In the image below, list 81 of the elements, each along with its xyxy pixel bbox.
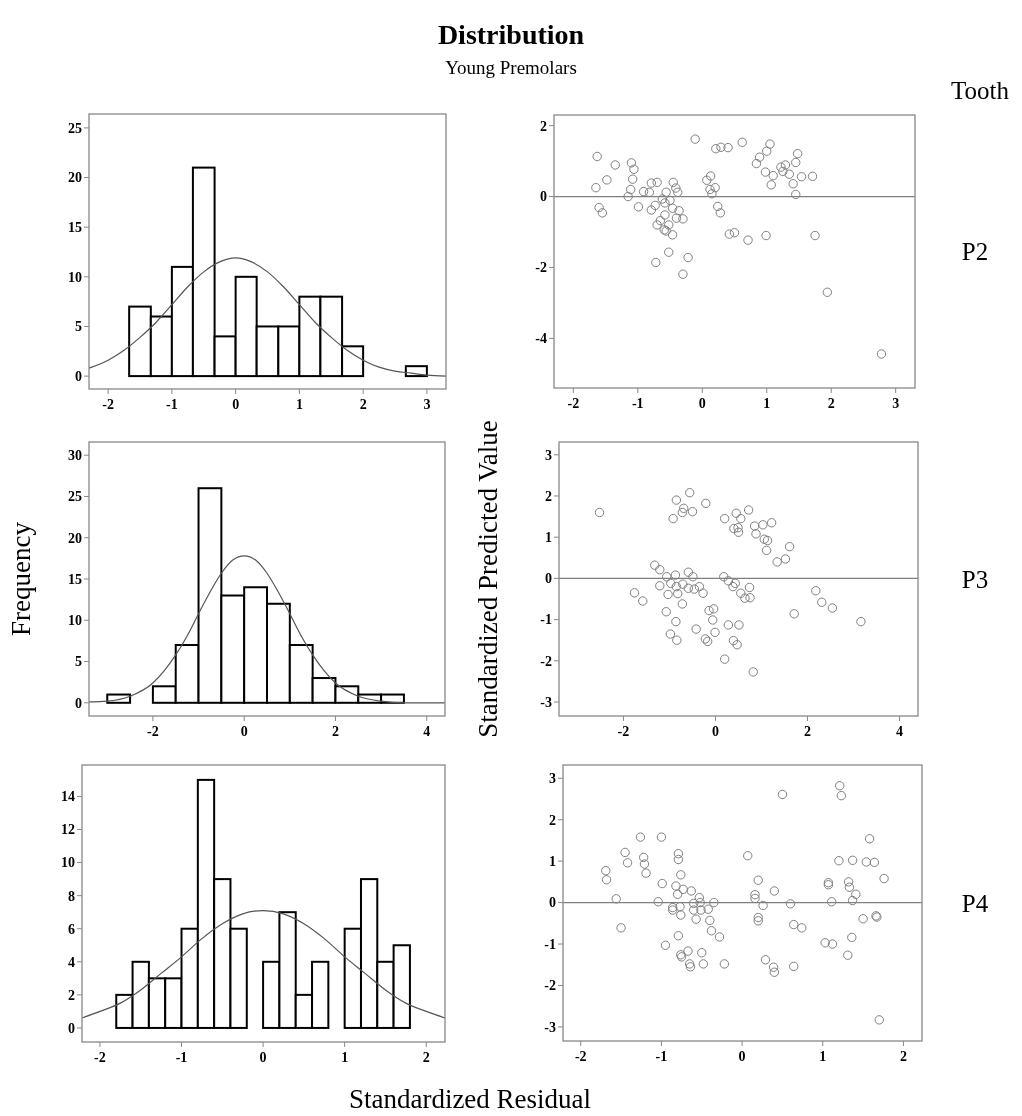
y-tick-label: 2: [68, 987, 75, 1003]
y-tick-label: 0: [75, 695, 82, 711]
x-tick-label: 2: [827, 396, 835, 411]
y-tick-label: -4: [535, 331, 547, 347]
y-tick-label: 0: [540, 189, 547, 205]
x-axis-title: Standardized Residual: [348, 1084, 592, 1114]
y-tick-label: -3: [544, 1019, 556, 1035]
x-tick-label: 1: [295, 397, 303, 412]
y-tick-label: 6: [68, 921, 75, 937]
text: Distribution: [437, 19, 585, 50]
x-tick-label: 2: [899, 1049, 907, 1064]
x-tick-label: -1: [166, 397, 178, 412]
y-tick-label: 0: [75, 368, 82, 384]
y-tick-label: -3: [540, 694, 552, 710]
x-tick-label: -2: [102, 397, 114, 412]
x-tick-label: -2: [567, 396, 580, 411]
x-tick-label: -1: [175, 1050, 188, 1065]
text: P3: [961, 565, 989, 593]
y-tick-label: 12: [61, 822, 75, 838]
y-tick-label: -2: [544, 978, 556, 994]
y-tick-label: 20: [68, 170, 82, 186]
x-tick-label: 4: [896, 724, 904, 739]
x-tick-label: -2: [617, 724, 630, 739]
x-tick-label: 1: [819, 1049, 827, 1064]
y-tick-label: 25: [68, 489, 82, 505]
x-tick-label: 4: [423, 724, 431, 739]
y-tick-label: -1: [540, 612, 552, 628]
y-tick-label: 2: [545, 488, 552, 504]
y-tick-label: -2: [535, 260, 547, 276]
y-tick-label: 3: [545, 447, 552, 463]
x-tick-label: 0: [232, 397, 240, 412]
y-tick-label: 15: [68, 571, 82, 587]
x-tick-label: 0: [698, 396, 706, 411]
x-tick-label: -1: [655, 1049, 668, 1064]
y-tick-label: 10: [61, 855, 75, 871]
y-tick-label: 2: [549, 812, 556, 828]
y-tick-label: 1: [549, 854, 556, 870]
y-tick-label: 20: [68, 530, 82, 546]
y-tick-label: 5: [75, 319, 82, 335]
y-tick-label: 8: [68, 888, 75, 904]
text: Young Premolars: [445, 57, 577, 78]
y-tick-label: 10: [68, 613, 82, 629]
y-tick-label: 14: [61, 789, 75, 805]
y-tick-label: 1: [545, 530, 552, 546]
text: P4: [961, 889, 989, 917]
x-tick-label: 2: [804, 724, 812, 739]
text: Tooth: [951, 77, 1010, 104]
y-axis-title: Standardized Predicted Value: [473, 420, 503, 738]
x-tick-label: 0: [711, 724, 719, 739]
x-tick-label: 3: [892, 396, 900, 411]
line-series: [81, 909, 446, 1019]
x-tick-label: 2: [331, 724, 339, 739]
x-tick-label: 0: [240, 724, 248, 739]
y-tick-label: 0: [68, 1020, 75, 1036]
y-tick-label: -1: [544, 936, 556, 952]
x-tick-label: 2: [359, 397, 367, 412]
y-tick-label: 5: [75, 654, 82, 670]
text: P2: [961, 238, 989, 266]
x-tick-label: 2: [422, 1050, 430, 1065]
y-tick-label: 2: [540, 118, 547, 134]
y-tick-label: 15: [68, 220, 82, 236]
y-tick-label: 3: [549, 771, 556, 787]
x-tick-label: 1: [341, 1050, 349, 1065]
y-tick-label: 0: [545, 571, 552, 587]
line-series: [88, 555, 446, 704]
y-tick-label: 10: [68, 269, 82, 285]
x-tick-label: 0: [738, 1049, 746, 1064]
y-axis-title: Frequency: [6, 521, 36, 636]
x-tick-label: -2: [574, 1049, 587, 1064]
y-tick-label: 30: [68, 448, 82, 464]
x-tick-label: 0: [259, 1050, 267, 1065]
y-tick-label: -2: [540, 653, 552, 669]
x-tick-label: 1: [763, 396, 771, 411]
x-tick-label: -2: [94, 1050, 106, 1065]
x-tick-label: 3: [423, 397, 431, 412]
y-tick-label: 25: [68, 120, 82, 136]
y-tick-label: 4: [68, 954, 75, 970]
y-tick-label: 0: [549, 895, 556, 911]
x-tick-label: -1: [631, 396, 644, 411]
line-series: [88, 257, 447, 377]
x-tick-label: -2: [147, 724, 159, 739]
